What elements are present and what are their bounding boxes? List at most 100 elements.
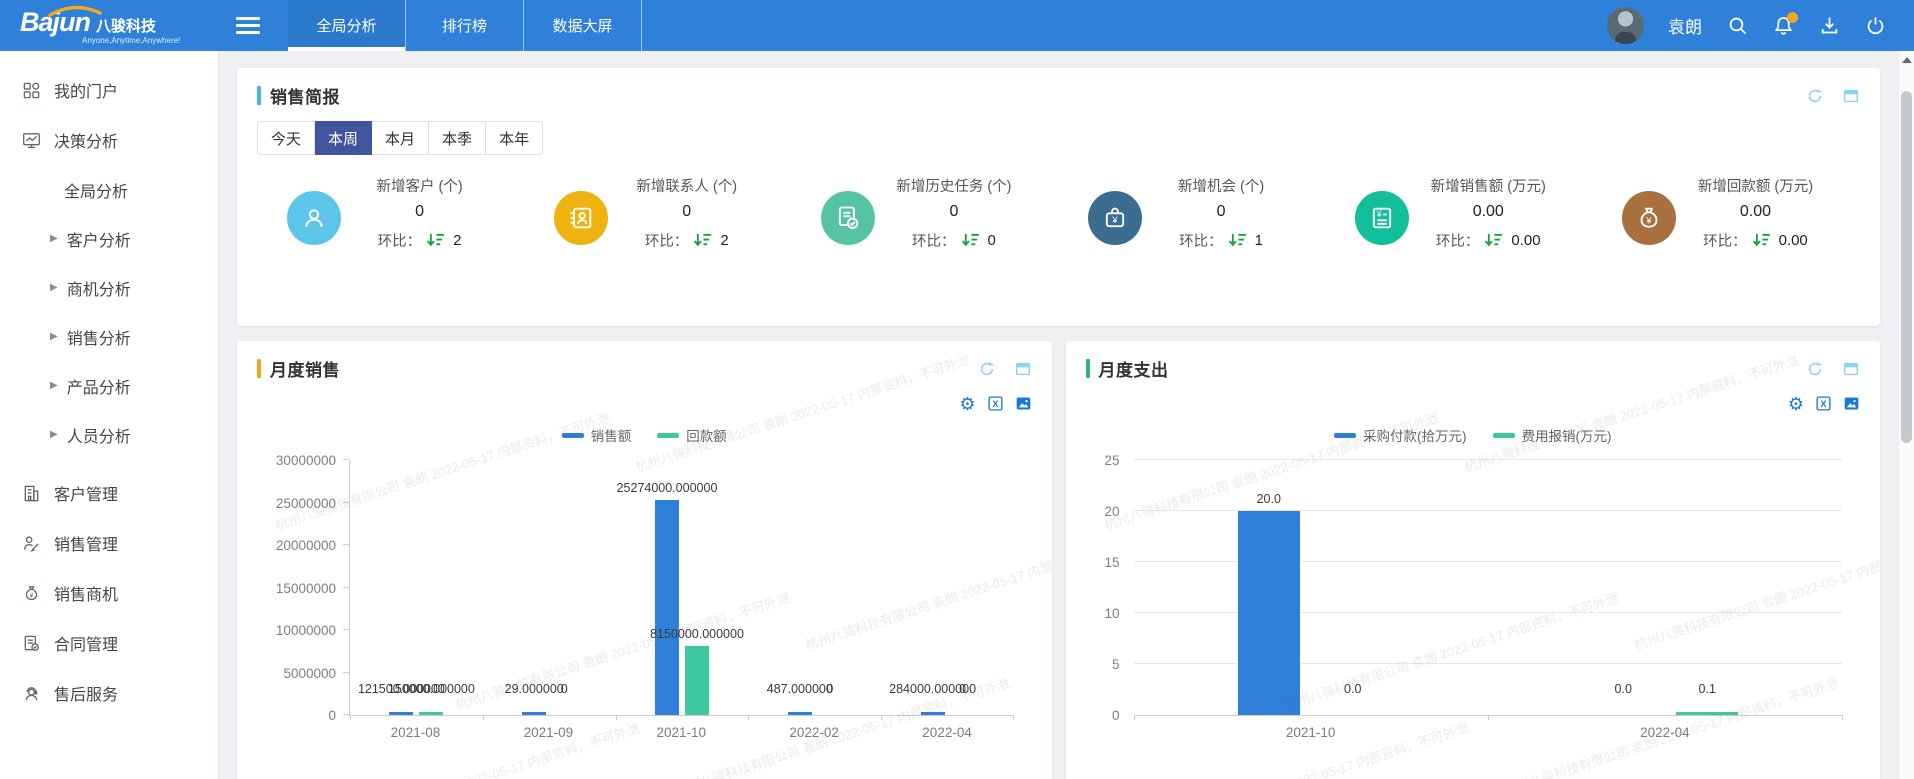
- sidebar-item-global-analysis[interactable]: 全局分析: [0, 165, 218, 214]
- page-scrollbar[interactable]: [1898, 51, 1914, 779]
- settings-gear-icon[interactable]: ⚙: [959, 393, 976, 414]
- monthly-sales-title: 月度销售: [270, 361, 340, 380]
- period-tab-this-year[interactable]: 本年: [486, 121, 544, 155]
- sidebar-item-customer-analysis[interactable]: ▶ 客户分析: [0, 214, 218, 263]
- legend-item-purchase-payment[interactable]: 采购付款(拾万元): [1334, 426, 1467, 444]
- bar-2022-04-series-1[interactable]: [1676, 712, 1739, 715]
- ratio-label: 环比：: [912, 234, 956, 250]
- refresh-icon[interactable]: [978, 360, 996, 378]
- monitor-chart-icon: [23, 132, 40, 148]
- sidebar-item-sales-analysis[interactable]: ▶ 销售分析: [0, 312, 218, 361]
- briefcase-yen-icon: ¥: [1088, 191, 1143, 245]
- bar-value-label: 0: [826, 682, 834, 696]
- scroll-up-button[interactable]: [1899, 51, 1914, 69]
- monthly-expenses-card: 月度支出 ⚙ X 采购付款(拾万元) 费用报销(万元) 0 5 10 15 20 2: [1065, 341, 1880, 779]
- kpi-value: 0.00: [1739, 203, 1771, 220]
- kpi-new-history-tasks: 新增历史任务 (个) 0 环比： 0: [791, 175, 1058, 251]
- sidebar-item-opportunity-analysis[interactable]: ▶ 商机分析: [0, 263, 218, 312]
- refresh-icon[interactable]: [1806, 360, 1824, 378]
- chart-toolbar: ⚙ X: [257, 394, 1032, 413]
- notification-bell-icon[interactable]: [1772, 11, 1798, 37]
- legend-label: 销售额: [590, 429, 632, 444]
- top-navbar: Bajun 八骏科技 Anyone,Anytime,Anywhere! 全局分析…: [0, 0, 1914, 51]
- x-axis-labels: 2021-08 2021-09 2021-10 2022-02 2022-04: [349, 716, 1014, 740]
- kpi-title: 新增联系人 (个): [636, 179, 738, 195]
- moneybag-yen-icon: ¥: [1622, 191, 1677, 245]
- bar-2021-10-series-0[interactable]: [655, 500, 679, 715]
- sidebar-item-contract-management[interactable]: 合同管理: [0, 618, 218, 668]
- brand-logo[interactable]: Bajun 八骏科技 Anyone,Anytime,Anywhere!: [0, 5, 230, 45]
- period-tab-this-month[interactable]: 本月: [372, 121, 430, 155]
- search-icon[interactable]: [1726, 15, 1748, 37]
- period-tab-today[interactable]: 今天: [257, 121, 316, 155]
- building-icon: [24, 485, 39, 501]
- y-axis-tickmark: [343, 714, 349, 715]
- save-image-icon[interactable]: [1015, 395, 1032, 412]
- sidebar-item-my-portal[interactable]: 我的门户: [0, 65, 218, 115]
- user-avatar[interactable]: [1607, 7, 1644, 44]
- ratio-value: 1: [1254, 232, 1264, 249]
- sidebar-item-sales-management[interactable]: 销售管理: [0, 518, 218, 568]
- bar-2021-08-series-0[interactable]: [389, 712, 414, 715]
- legend-item-collections[interactable]: 回款额: [657, 426, 727, 444]
- period-tab-this-quarter[interactable]: 本季: [429, 121, 487, 155]
- x-axis-labels: 2021-10 2022-04: [1134, 716, 1843, 740]
- nav-tab-global-analysis[interactable]: 全局分析: [288, 0, 406, 51]
- bar-2021-10-series-0[interactable]: [1237, 511, 1300, 715]
- sidebar-item-customer-management[interactable]: 客户管理: [0, 468, 218, 518]
- x-axis-tickmark: [482, 715, 484, 720]
- nav-tab-data-screen[interactable]: 数据大屏: [524, 0, 642, 51]
- legend-item-expense-reimbursement[interactable]: 费用报销(万元): [1492, 426, 1612, 444]
- scrollbar-thumb[interactable]: [1901, 91, 1912, 443]
- trend-down-icon: [1752, 233, 1770, 247]
- nav-tab-ranking[interactable]: 排行榜: [406, 0, 524, 51]
- kpi-new-customers: 新增客户 (个) 0 环比： 2: [257, 175, 524, 251]
- ratio-label: 环比：: [1703, 234, 1747, 250]
- bar-2021-10-series-1[interactable]: [685, 645, 709, 715]
- legend-item-sales[interactable]: 销售额: [561, 426, 632, 444]
- bar-value-label: 0.0: [1344, 682, 1362, 696]
- sidebar-item-label: 售后服务: [54, 687, 119, 704]
- download-icon[interactable]: [1818, 15, 1840, 37]
- expand-panel-icon[interactable]: [1842, 360, 1860, 378]
- expand-arrow-icon: ▶: [50, 428, 58, 440]
- refresh-icon[interactable]: [1806, 87, 1824, 105]
- sidebar-item-label: 人员分析: [66, 428, 131, 446]
- x-axis-label: 2022-02: [789, 725, 839, 740]
- bar-2021-09-series-0[interactable]: [522, 712, 547, 715]
- bar-2022-02-series-0[interactable]: [787, 712, 812, 715]
- x-axis-tickmark: [748, 715, 750, 720]
- gridline: [1133, 663, 1842, 664]
- user-name[interactable]: 袁朗: [1668, 18, 1702, 37]
- kpi-new-contacts: 新增联系人 (个) 0 环比： 2: [524, 175, 791, 251]
- bar-value-label: 0: [560, 682, 568, 696]
- bar-value-label: 0.1: [1698, 682, 1716, 696]
- expand-panel-icon[interactable]: [1014, 360, 1032, 378]
- menu-toggle-icon[interactable]: [236, 13, 260, 38]
- y-axis-tick: 15: [1104, 555, 1120, 570]
- sidebar-item-label: 销售分析: [66, 330, 131, 348]
- notification-badge: [1787, 11, 1798, 23]
- nav-tabs: 全局分析 排行榜 数据大屏: [288, 0, 642, 51]
- save-image-icon[interactable]: [1843, 395, 1860, 412]
- gridline: [1133, 561, 1842, 562]
- sidebar-item-sales-opportunity[interactable]: ¥ 销售商机: [0, 568, 218, 618]
- kpi-new-payment-collected: ¥ 新增回款额 (万元) 0.00 环比： 0.00: [1593, 175, 1860, 251]
- power-icon[interactable]: [1864, 15, 1886, 37]
- sidebar-item-decision-analysis[interactable]: 决策分析: [0, 115, 218, 165]
- expand-panel-icon[interactable]: [1842, 87, 1860, 105]
- settings-gear-icon[interactable]: ⚙: [1787, 393, 1804, 414]
- gridline: [1133, 510, 1842, 511]
- sidebar-item-personnel-analysis[interactable]: ▶ 人员分析: [0, 410, 218, 459]
- sidebar-item-label: 销售商机: [54, 587, 119, 604]
- chart-legend: 销售额 回款额: [257, 426, 1032, 444]
- period-tab-this-week[interactable]: 本周: [315, 121, 373, 155]
- sidebar-item-after-sales-service[interactable]: 售后服务: [0, 668, 218, 718]
- bar-2022-04-series-0[interactable]: [920, 712, 945, 715]
- bar-2021-08-series-1[interactable]: [419, 712, 444, 715]
- sidebar-item-product-analysis[interactable]: ▶ 产品分析: [0, 361, 218, 410]
- export-excel-icon[interactable]: X: [1815, 395, 1832, 412]
- sidebar-item-label: 客户管理: [54, 487, 119, 504]
- export-excel-icon[interactable]: X: [987, 395, 1004, 412]
